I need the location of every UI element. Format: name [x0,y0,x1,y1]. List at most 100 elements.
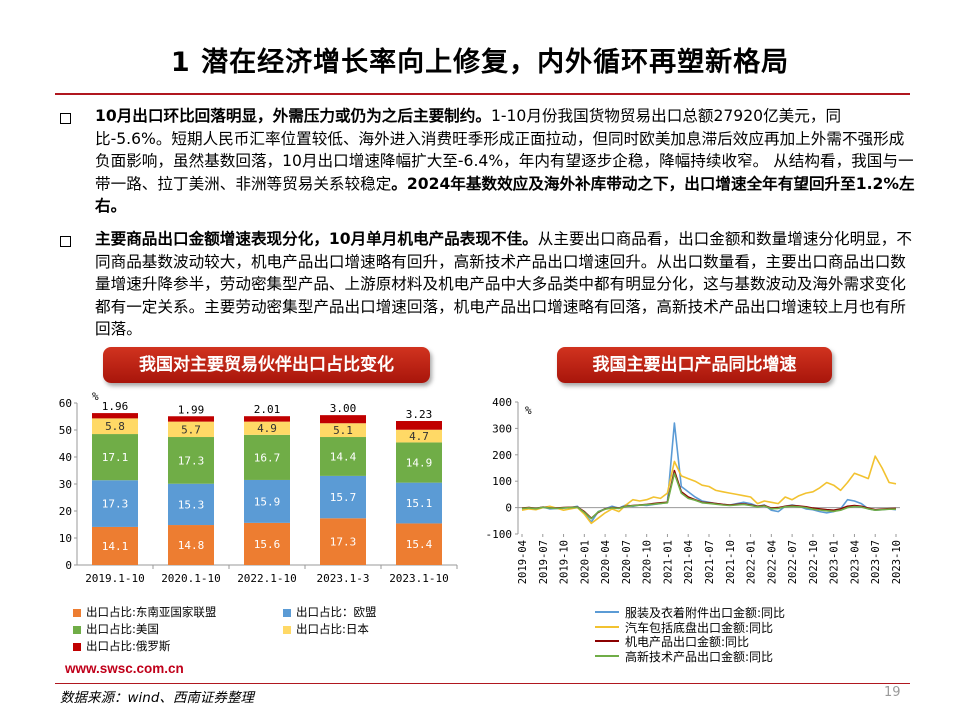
bar-segment [320,475,366,519]
x-tick-label: 2022-10 [808,540,820,584]
x-tick-label: 2019-04 [517,540,529,584]
bullet-1-tail: 。2024年基数效应及海外补库带动之下，出口增速全年有望回升至1.2%左右。 [95,174,915,216]
data-label: 3.00 [330,402,357,415]
x-tick-label: 2020.1-10 [161,572,221,585]
bar-segment [92,418,138,435]
legend-item: 出口占比:东南亚国家联盟 [73,604,216,620]
legend-item: 出口占比：欧盟 [283,604,377,620]
series-line [521,455,897,525]
data-label: 17.3 [178,454,205,467]
data-label: 14.1 [102,540,129,553]
x-tick-label: 2021-01 [662,540,674,584]
x-tick-label: 2019-10 [559,540,571,584]
x-tick-label: 2023.1-10 [389,572,449,585]
data-label: 16.7 [254,451,281,464]
legend-label: 出口占比:俄罗斯 [86,639,171,653]
bar-segment [320,415,366,424]
data-label: 14.4 [330,450,357,463]
data-label: 14.9 [406,457,433,470]
legend-label: 汽车包括底盘出口金额:同比 [625,620,774,635]
x-tick-label: 2022.1-10 [237,572,297,585]
footer-url[interactable]: www.swsc.com.cn [65,661,184,676]
legend-item: 出口占比:日本 [283,621,369,637]
bar-segment [92,413,138,419]
legend-label: 出口占比:东南亚国家联盟 [86,605,217,619]
bar-segment [168,421,214,438]
chart-2-legend: 服装及衣着附件出口金额:同比 汽车包括底盘出口金额:同比 机电产品出口金额:同比 高新… [595,604,786,664]
data-label: 15.4 [406,538,433,551]
legend-label: 出口占比:日本 [296,622,369,636]
bar-segment [168,437,214,484]
y-tick-label: 40 [59,451,72,464]
x-tick-label: 2019-07 [538,540,550,584]
legend-line-swatch [595,611,619,613]
footer-source: 数据来源：wind、西南证券整理 [60,690,254,706]
series-line [521,472,896,520]
data-label: 5.8 [105,420,125,433]
legend-swatch [73,626,81,634]
line-chart: -100 0 100 200 300 400% 2019-04 2019-07 2019-10 2… [486,396,904,584]
bullet-paragraph-1: 10月出口环比回落明显，外需压力或仍为之后主要制约。1-10月份我国货物贸易出口… [60,105,915,218]
bar-segment [320,437,366,476]
y-tick-label: 20 [59,505,72,518]
data-label: 17.3 [330,536,357,549]
bar-segment [320,423,366,438]
legend-label: 高新技术产品出口金额:同比 [625,649,774,664]
bullet-2-lead: 主要商品出口金额增速表现分化，10月单月机电产品表现不佳。 [95,230,538,248]
bar-segment [396,421,442,430]
stacked-bar-chart: 0 10 20 30 40 50 60% 14.1 17.3 17.1 5.8 1.96 2019.1-… [59,390,458,585]
legend-label: 出口占比:美国 [86,622,159,636]
square-bullet-icon [60,236,71,247]
y-tick-label: 0 [505,502,512,515]
y-tick-label: -100 [486,528,513,541]
y-tick-label: 60 [59,397,72,410]
x-tick-label: 2023-07 [870,540,882,584]
data-label: 17.3 [102,498,129,511]
legend-line-swatch [595,625,619,628]
legend-swatch [283,626,291,634]
legend-item: 出口占比:美国 [73,621,159,637]
legend-item: 高新技术产品出口金额:同比 [595,648,785,664]
x-tick-label: 2020-01 [579,540,591,584]
data-label: 5.1 [333,424,353,437]
x-tick-label: 2022-07 [787,540,799,584]
bullet-1-lead: 10月出口环比回落明显，外需压力或仍为之后主要制约。 [95,107,491,125]
bar-segment [244,416,290,422]
bullet-1-body: 1-10月份我国货物贸易出口总额27920亿美元，同比-5.6%。短期人民币汇率… [95,107,914,193]
y-tick-label: 10 [59,532,72,545]
page-title: 1 潜在经济增长率向上修复，内外循环再塑新格局 [170,47,790,78]
x-tick-label: 2023.1-3 [317,572,370,585]
x-tick-label: 2021-07 [704,540,716,584]
data-label: 15.1 [406,497,433,510]
data-label: 1.99 [178,403,205,416]
x-tick-label: 2021-04 [683,540,695,584]
bar-segment [92,434,138,481]
legend-item: 服装及衣着附件出口金额:同比 [595,604,786,620]
bar-segment [244,434,290,480]
legend-swatch [283,609,291,617]
y-tick-label: 300 [492,422,512,435]
bar-segment [396,523,442,565]
legend-swatch [73,609,81,617]
x-tick-label: 2023-01 [829,540,841,584]
legend-label: 出口占比：欧盟 [296,605,377,619]
data-label: 2.01 [254,403,281,416]
legend-swatch [73,643,81,651]
legend-line-swatch [595,640,619,642]
page-number: 19 [884,685,901,700]
data-label: 15.9 [254,495,281,508]
legend-label: 服装及衣着附件出口金额:同比 [625,606,786,620]
x-tick-label: 2020-10 [642,540,654,584]
bullet-2-body: 从主要出口商品看，出口金额和数量增速分化明显，不同商品基数波动较大，机电产品出口… [95,230,912,338]
data-label: 17.1 [102,451,129,464]
legend-item: 出口占比:俄罗斯 [73,638,170,654]
y-tick-label: 50 [59,424,72,437]
bar-segment [244,479,290,523]
bar-segment [92,480,138,527]
bar-segment [92,526,138,565]
x-tick-label: 2021-10 [725,540,737,584]
y-tick-label: 400 [492,396,512,409]
x-tick-label: 2020-07 [621,540,633,584]
bar-segment [168,483,214,526]
title-divider [55,93,910,95]
